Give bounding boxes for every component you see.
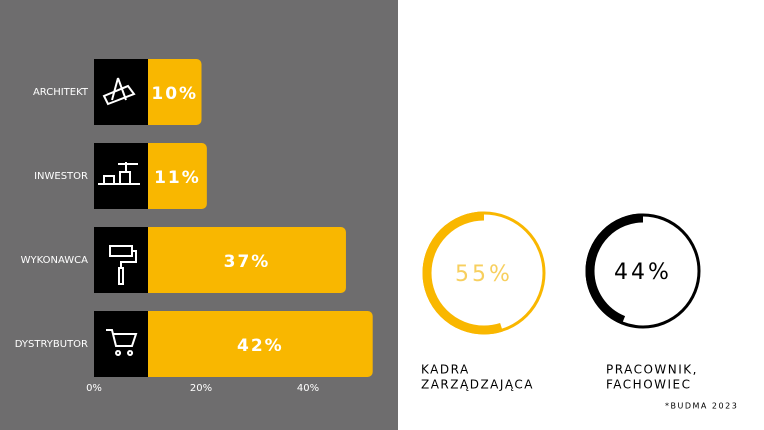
category-label: WYKONAWCA <box>21 255 89 266</box>
bar <box>142 311 373 377</box>
x-tick-label: 20% <box>190 383 212 394</box>
value-label: 42% <box>237 336 284 356</box>
value-label: 10% <box>151 84 198 104</box>
donut-label: PRACOWNIK, <box>606 363 698 377</box>
icon <box>94 59 148 125</box>
icon <box>94 227 148 293</box>
icon-shape <box>102 77 136 106</box>
donut-label: FACHOWIEC <box>606 378 692 392</box>
icon <box>94 143 148 209</box>
value-label: 37% <box>224 252 271 272</box>
x-tick-label: 40% <box>297 383 319 394</box>
donut-value: 44% <box>614 260 672 285</box>
icon-box <box>94 311 148 377</box>
ring-arc <box>585 213 701 329</box>
icon-box <box>94 227 148 293</box>
icon <box>94 311 148 377</box>
x-tick-label: 0% <box>86 383 102 394</box>
icon-shape <box>106 329 138 356</box>
donut-value: 55% <box>455 262 513 287</box>
ring-arc <box>422 211 546 335</box>
donut-label: KADRA <box>421 363 470 377</box>
icon-shape <box>98 162 140 185</box>
icon-shape <box>109 245 137 285</box>
category-label: INWESTOR <box>34 171 88 182</box>
donut-label: ZARZĄDZAJĄCA <box>421 378 534 392</box>
source-note: *BUDMA 2023 <box>665 402 738 411</box>
icon-box <box>94 59 148 125</box>
bar <box>142 143 207 209</box>
bar <box>142 59 202 125</box>
category-label: ARCHITEKT <box>33 87 89 98</box>
value-label: 11% <box>154 168 201 188</box>
bar <box>142 227 346 293</box>
category-label: DYSTRYBUTOR <box>15 339 88 350</box>
